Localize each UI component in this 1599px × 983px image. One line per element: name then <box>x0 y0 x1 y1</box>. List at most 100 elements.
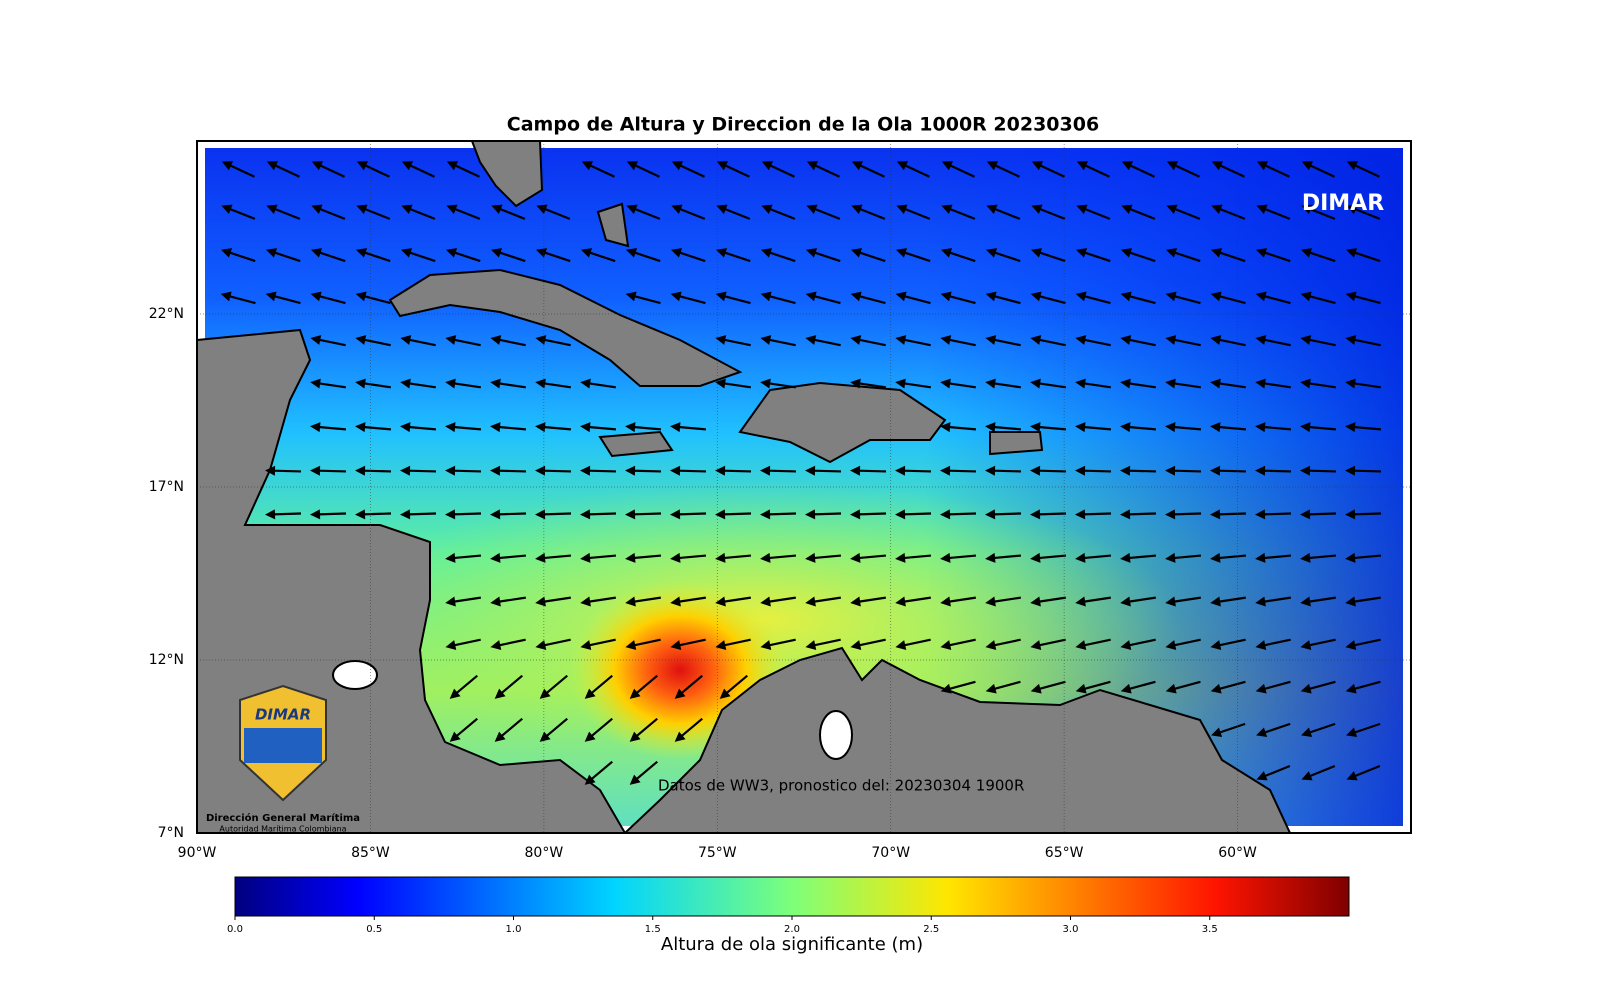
arrow <box>1346 161 1380 178</box>
arrow-head <box>805 640 817 650</box>
arrow-head <box>1210 465 1221 476</box>
arrow-head <box>539 731 551 742</box>
arrow <box>1210 680 1246 694</box>
arrow <box>760 335 796 347</box>
arrow <box>311 204 346 220</box>
arrow-head <box>1300 640 1312 650</box>
arrow-head <box>490 335 502 345</box>
arrow <box>1075 638 1111 650</box>
arrow-head <box>940 465 951 476</box>
map-frame <box>196 140 1412 834</box>
arrow <box>581 248 616 263</box>
arrow <box>584 674 613 699</box>
arrow <box>805 509 842 520</box>
arrow <box>716 248 751 263</box>
arrow-head <box>580 509 591 520</box>
arrow-head <box>580 378 591 389</box>
arrow-head <box>580 465 591 476</box>
arrow-head <box>941 204 953 214</box>
arrow-head <box>940 596 951 607</box>
colorbar-tick-label: 0.0 <box>227 924 243 935</box>
arrow-head <box>580 596 591 607</box>
arrow-head <box>1030 596 1041 607</box>
arrow-head <box>1165 596 1176 607</box>
arrow <box>355 422 392 433</box>
arrow <box>805 291 841 305</box>
arrow <box>1211 161 1245 178</box>
arrow <box>850 335 886 347</box>
arrow <box>1255 291 1291 305</box>
arrow-head <box>1075 335 1087 345</box>
arrow <box>1120 378 1156 389</box>
arrow-head <box>625 509 636 520</box>
arrow <box>535 596 571 607</box>
arrow <box>1121 248 1156 263</box>
arrow-head <box>1075 683 1087 694</box>
x-tick-label: 85°W <box>351 845 390 861</box>
arrow <box>265 509 302 520</box>
arrow-head <box>671 204 683 214</box>
arrow <box>536 204 571 220</box>
arrow-head <box>1031 161 1044 171</box>
arrow <box>221 204 256 220</box>
arrow <box>940 596 976 607</box>
arrow-head <box>1345 552 1356 563</box>
arrow-head <box>626 248 638 258</box>
arrow <box>760 465 797 476</box>
arrow-head <box>1121 204 1133 214</box>
arrow <box>850 638 886 650</box>
arrow <box>895 596 931 607</box>
arrow <box>1301 248 1336 263</box>
arrow <box>896 161 930 178</box>
arrow-head <box>221 248 233 258</box>
arrow-head <box>1166 161 1179 171</box>
arrow-head <box>581 248 593 258</box>
arrow-head <box>1211 248 1223 258</box>
arrow-head <box>1166 204 1178 214</box>
arrow-head <box>716 161 729 171</box>
arrow <box>1345 680 1381 694</box>
arrow-head <box>896 248 908 258</box>
arrow <box>1165 680 1201 694</box>
arrow-head <box>1255 378 1266 389</box>
arrow <box>446 204 481 220</box>
arrow <box>1345 596 1381 607</box>
arrow <box>1346 764 1381 781</box>
arrow <box>985 291 1021 305</box>
arrow-head <box>581 161 594 171</box>
arrow <box>1301 204 1336 220</box>
arrow-head <box>760 509 771 520</box>
arrow <box>895 465 932 476</box>
arrow <box>580 465 617 476</box>
arrow-head <box>494 688 506 699</box>
arrow-head <box>1300 465 1311 476</box>
arrow <box>1345 291 1381 305</box>
arrow-head <box>1301 771 1313 781</box>
arrow <box>1030 596 1066 607</box>
arrow-head <box>1165 378 1176 389</box>
arrow <box>1030 509 1067 520</box>
arrow-head <box>625 465 636 476</box>
arrow <box>941 248 976 263</box>
arrow <box>715 335 751 347</box>
arrow-head <box>760 596 771 607</box>
arrow-head <box>896 161 909 171</box>
arrow-head <box>985 335 997 345</box>
arrow <box>1256 161 1290 178</box>
arrow-head <box>1030 640 1042 650</box>
arrow <box>715 378 751 389</box>
arrow <box>445 335 481 347</box>
arrow-head <box>1256 161 1269 171</box>
arrow-head <box>851 248 863 258</box>
arrow-head <box>1076 161 1089 171</box>
arrow-head <box>494 731 506 742</box>
arrow-head <box>1300 378 1311 389</box>
arrow-head <box>580 552 591 563</box>
land-mass <box>388 268 743 387</box>
arrow-head <box>1255 335 1267 345</box>
arrow-head <box>265 291 277 302</box>
arrow <box>266 161 300 178</box>
arrow <box>1255 638 1291 650</box>
arrow-head <box>850 335 862 345</box>
arrow <box>851 204 886 220</box>
